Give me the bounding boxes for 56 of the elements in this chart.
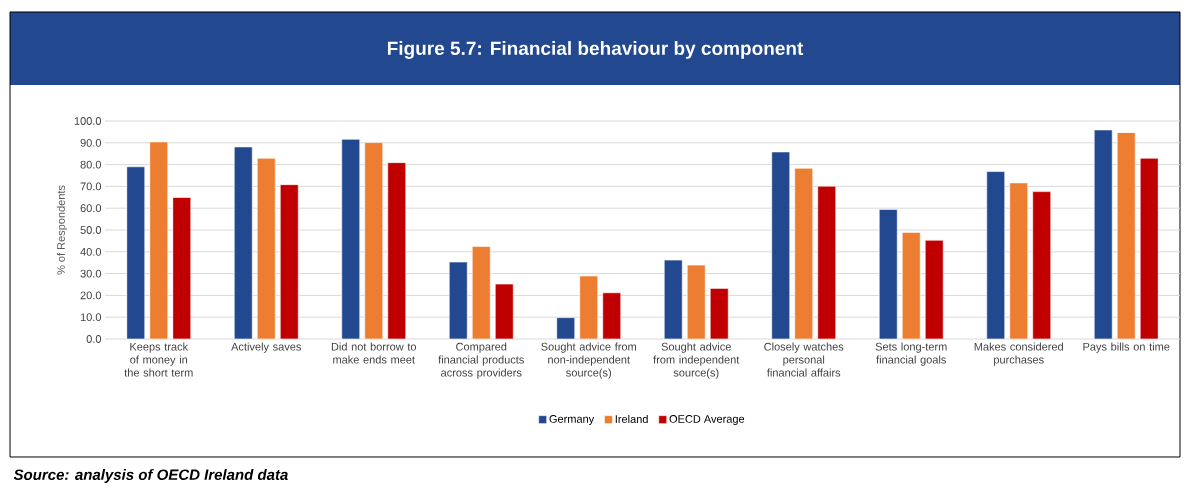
bar xyxy=(279,184,299,339)
bar xyxy=(817,185,837,339)
bar xyxy=(126,166,146,339)
bar xyxy=(686,264,706,339)
x-tick-label: Did not borrow to make ends meet xyxy=(331,342,417,364)
bar xyxy=(1139,157,1159,339)
x-tick-label: Pays bills on time xyxy=(1083,342,1170,353)
x-tick-label: Sought advice from non-independent source(s) xyxy=(541,342,636,379)
source-note: Source: analysis of OECD Ireland data xyxy=(13,468,288,483)
bar xyxy=(387,162,407,339)
x-tick-label: Sets long-term financial goals xyxy=(875,342,947,366)
y-tick-label: 50.0 xyxy=(80,226,102,234)
bar xyxy=(172,197,192,339)
bar xyxy=(1032,191,1052,339)
bar xyxy=(709,288,729,339)
y-tick-label: 60.0 xyxy=(80,204,102,213)
bar xyxy=(1093,129,1113,339)
bar xyxy=(471,246,491,339)
bar xyxy=(341,139,361,339)
bar xyxy=(233,146,253,339)
y-tick-label: 100.0 xyxy=(74,117,102,125)
legend-label: OECD Average xyxy=(669,415,745,426)
x-tick-label: Closely watches personal financial affairs xyxy=(764,342,844,377)
bar xyxy=(771,151,791,339)
y-axis-title: % of Respondents xyxy=(56,185,68,275)
bar xyxy=(1116,132,1136,339)
legend-label: Germany xyxy=(549,415,595,426)
y-tick-label: 10.0 xyxy=(80,313,102,322)
legend-label: Ireland xyxy=(615,414,648,423)
y-tick-label: 70.0 xyxy=(80,182,102,191)
bar xyxy=(494,283,514,339)
y-tick-label: 30.0 xyxy=(80,269,102,278)
bar xyxy=(924,239,944,339)
bar xyxy=(256,157,276,339)
bar xyxy=(986,171,1006,339)
x-tick-label: Actively saves xyxy=(231,342,301,353)
y-tick-label: 80.0 xyxy=(80,160,102,169)
x-tick-label: Sought advice from independent source(s) xyxy=(653,342,740,379)
y-tick-label: 0.0 xyxy=(86,335,102,343)
bar xyxy=(448,261,468,339)
bar xyxy=(602,292,622,339)
bar xyxy=(901,232,921,339)
y-tick-label: 90.0 xyxy=(80,138,102,147)
bar xyxy=(1009,182,1029,339)
x-tick-label: Makes considered purchases xyxy=(974,342,1063,366)
chart-title: Figure 5.7: Financial behaviour by component xyxy=(387,41,804,59)
bar xyxy=(579,275,599,339)
bar xyxy=(149,141,169,339)
y-tick-label: 20.0 xyxy=(80,291,102,300)
bar xyxy=(878,209,898,339)
x-tick-label: Keeps track of money in the short term xyxy=(124,342,193,377)
bar xyxy=(663,259,683,339)
y-tick-label: 40.0 xyxy=(80,247,102,256)
x-tick-label: Compared financial products across providers xyxy=(438,342,524,379)
bar xyxy=(364,142,384,339)
bar xyxy=(794,168,814,339)
